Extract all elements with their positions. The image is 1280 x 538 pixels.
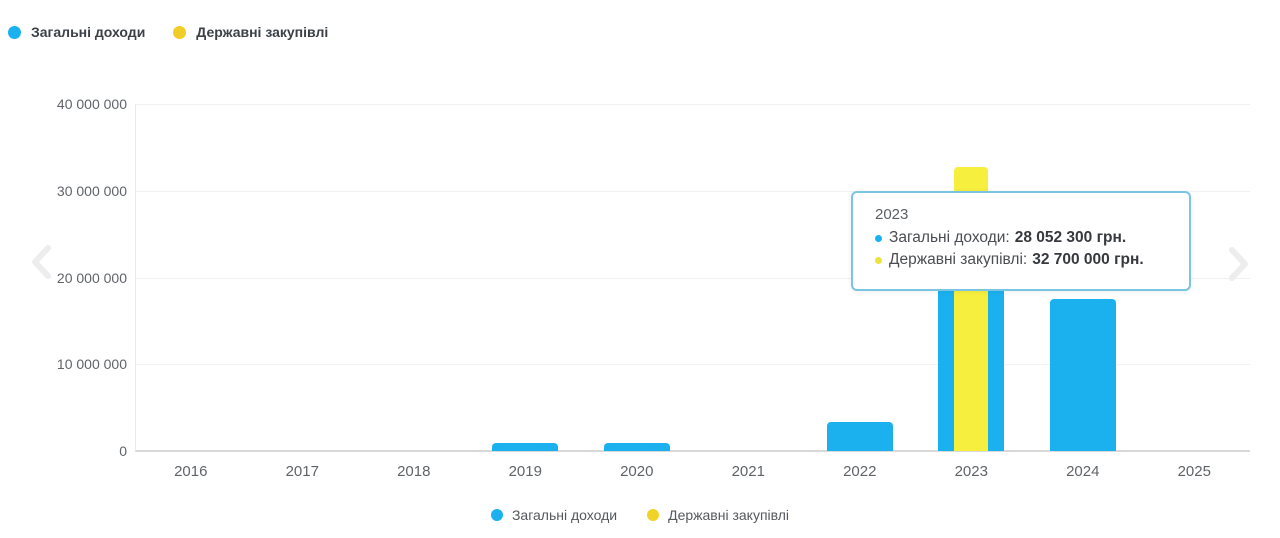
chevron-right-icon[interactable] <box>1226 246 1252 282</box>
x-axis-tick-label: 2021 <box>731 463 765 480</box>
x-axis-tick-label: 2018 <box>397 463 431 480</box>
tooltip-series-label: Державні закупівлі: <box>889 251 1028 268</box>
x-axis-tick-label: 2025 <box>1177 463 1211 480</box>
tooltip-year: 2023 <box>875 206 909 223</box>
tooltip-series-value: 32 700 000 грн. <box>1032 251 1144 268</box>
legend-top: Загальні доходи Державні закупівлі <box>8 24 328 40</box>
y-axis-tick-label: 0 <box>119 443 127 459</box>
gridline <box>135 277 1250 279</box>
x-axis-tick-label: 2017 <box>285 463 319 480</box>
tooltip-series-dot-icon <box>875 256 882 264</box>
y-axis-tick-label: 10 000 000 <box>56 356 127 373</box>
gridline <box>135 364 1250 366</box>
legend-item-public-procurement[interactable]: Державні закупівлі <box>647 507 789 523</box>
legend-item-label: Державні закупівлі <box>668 507 790 523</box>
x-axis-tick-label: 2020 <box>620 463 654 480</box>
legend-dot-icon <box>8 25 21 39</box>
legend-item-label: Загальні доходи <box>511 507 618 523</box>
tooltip-series-dot-icon <box>875 234 882 242</box>
tooltip-row: Державні закупівлі: 32 700 000 грн. <box>875 249 1173 271</box>
legend-dot-icon <box>173 25 187 39</box>
legend-bottom: Загальні доходи Державні закупівлі <box>0 507 1280 523</box>
tooltip-series-value: 28 052 300 грн. <box>1014 229 1127 246</box>
chevron-left-icon[interactable] <box>28 244 54 280</box>
bar-total-revenue-2024[interactable] <box>1049 299 1116 451</box>
y-axis-tick-label: 20 000 000 <box>56 269 127 286</box>
x-axis-tick-label: 2022 <box>843 463 877 480</box>
bar-total-revenue-2022[interactable] <box>826 422 893 451</box>
legend-item-label: Державні закупівлі <box>196 24 329 40</box>
legend-item-public-procurement[interactable]: Державні закупівлі <box>173 24 328 40</box>
gridline <box>135 104 1250 105</box>
x-axis-line <box>135 450 1250 452</box>
tooltip-series-label: Загальні доходи: <box>889 229 1010 246</box>
y-axis-tick-label: 40 000 000 <box>56 96 127 112</box>
legend-dot-icon <box>490 509 503 521</box>
tooltip-row: Загальні доходи: 28 052 300 грн. <box>875 227 1173 249</box>
x-axis-tick-label: 2016 <box>174 463 208 480</box>
gridline <box>135 190 1250 192</box>
legend-item-total-revenue[interactable]: Загальні доходи <box>490 507 618 523</box>
legend-item-total-revenue[interactable]: Загальні доходи <box>8 24 145 40</box>
x-axis-tick-label: 2023 <box>954 463 988 480</box>
y-axis-tick-label: 30 000 000 <box>56 182 127 199</box>
bar-total-revenue-2020[interactable] <box>603 443 670 451</box>
bar-total-revenue-2019[interactable] <box>492 443 559 451</box>
chart-tooltip: 2023 Загальні доходи: 28 052 300 грн. Держ… <box>851 191 1191 291</box>
x-axis-tick-label: 2024 <box>1066 463 1100 480</box>
x-axis-tick-label: 2019 <box>508 463 542 480</box>
legend-item-label: Загальні доходи <box>31 24 146 40</box>
tooltip-rows: Загальні доходи: 28 052 300 грн. Державні … <box>875 227 1173 271</box>
y-axis-line <box>135 104 136 451</box>
legend-dot-icon <box>647 509 660 521</box>
